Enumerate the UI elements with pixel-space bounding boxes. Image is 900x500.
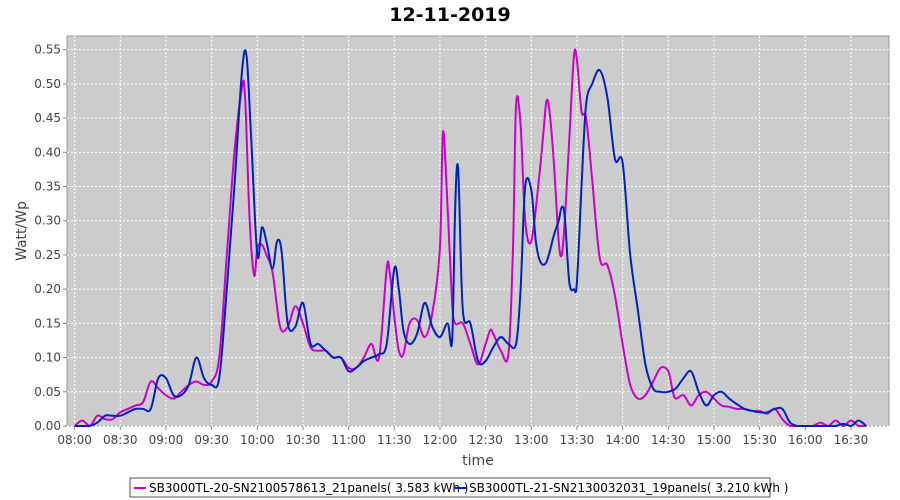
x-tick-label: 13:00 (514, 433, 549, 447)
x-tick-label: 11:00 (331, 433, 366, 447)
series-line-2 (74, 49, 867, 427)
x-tick-label: 15:30 (742, 433, 777, 447)
y-tick-label: 0.00 (34, 419, 61, 433)
chart-title: 12-11-2019 (389, 4, 511, 26)
y-tick-label: 0.05 (34, 385, 61, 399)
y-tick-label: 0.40 (34, 145, 61, 159)
y-tick-label: 0.35 (34, 180, 61, 194)
y-axis: 0.00 0.05 0.10 0.15 0.20 0.25 0.30 0.35 0.40 0.45… (34, 43, 67, 433)
legend-label-1: SB3000TL-20-SN2100578613_21panels( 3.583… (149, 481, 468, 495)
y-tick-label: 0.55 (34, 43, 61, 57)
x-tick-label: 14:30 (651, 433, 686, 447)
x-tick-label: 15:00 (697, 433, 732, 447)
x-tick-label: 10:00 (240, 433, 275, 447)
legend-box (129, 477, 771, 498)
y-tick-label: 0.20 (34, 282, 61, 296)
y-tick-label: 0.30 (34, 214, 61, 228)
x-tick-label: 09:00 (149, 433, 184, 447)
x-tick-label: 16:00 (788, 433, 823, 447)
x-tick-label: 12:00 (423, 433, 458, 447)
legend-label-2: SB3000TL-21-SN2130032031_19panels( 3.210… (469, 481, 788, 495)
legend: SB3000TL-20-SN2100578613_21panels( 3.583… (129, 477, 788, 498)
x-tick-label: 10:30 (286, 433, 321, 447)
grid-lines (67, 36, 889, 427)
y-tick-label: 0.50 (34, 77, 61, 91)
x-axis: 08:00 08:30 09:00 09:30 10:00 10:30 11:00 11:30… (57, 426, 868, 447)
y-tick-label: 0.25 (34, 248, 61, 262)
y-tick-label: 0.15 (34, 316, 61, 330)
x-tick-label: 16:30 (834, 433, 869, 447)
x-tick-label: 08:00 (57, 433, 92, 447)
y-tick-label: 0.45 (34, 111, 61, 125)
x-tick-label: 08:30 (103, 433, 138, 447)
y-axis-label: Watt/Wp (14, 201, 30, 261)
x-axis-label: time (462, 453, 494, 469)
x-tick-label: 09:30 (194, 433, 229, 447)
y-tick-label: 0.10 (34, 351, 61, 365)
x-tick-label: 13:30 (560, 433, 595, 447)
series-lines (73, 48, 867, 427)
x-tick-label: 11:30 (377, 433, 412, 447)
x-tick-label: 12:30 (468, 433, 503, 447)
x-tick-label: 14:00 (605, 433, 640, 447)
plot-area (66, 35, 890, 427)
